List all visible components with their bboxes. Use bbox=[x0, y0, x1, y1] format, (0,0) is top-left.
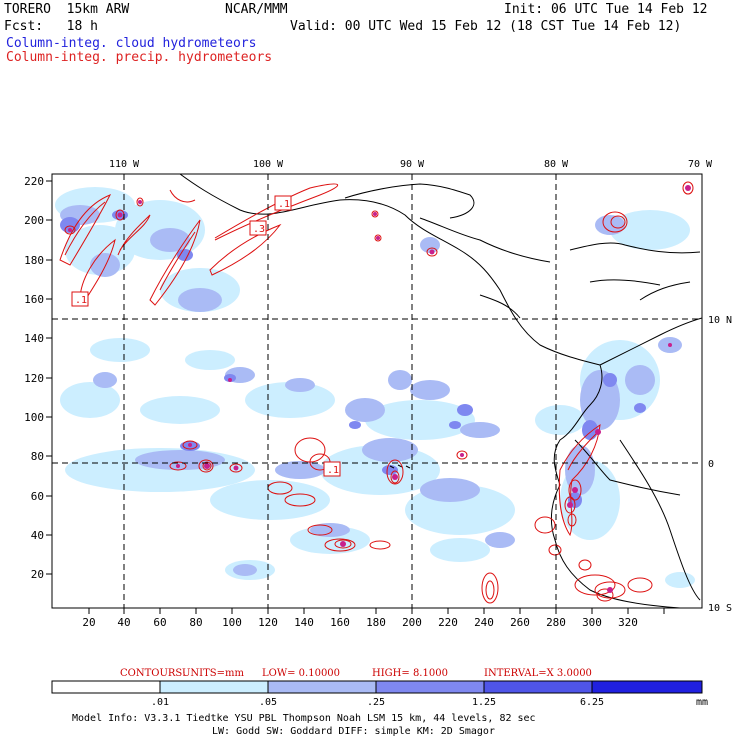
model-info-line2: LW: Godd SW: Goddard DIFF: simple KM: 2D… bbox=[212, 726, 495, 737]
field-precip-label: Column-integ. precip. hydrometeors bbox=[6, 50, 273, 65]
precip-contours bbox=[59, 181, 694, 604]
x-tick-label: 100 bbox=[222, 616, 242, 629]
y-axis-labels: 220 200 180 160 140 120 100 80 60 40 20 bbox=[24, 175, 44, 581]
field-cloud-label: Column-integ. cloud hydrometeors bbox=[6, 36, 257, 51]
contour-label: .1 bbox=[75, 295, 87, 306]
x-tick-label: 40 bbox=[117, 616, 130, 629]
x-tick-label: 20 bbox=[82, 616, 95, 629]
lon-label: 70 W bbox=[688, 159, 713, 170]
graticule bbox=[52, 174, 702, 608]
y-tick-label: 60 bbox=[31, 490, 44, 503]
colorbar-level: 6.25 bbox=[580, 697, 604, 708]
colorbar bbox=[51, 680, 703, 694]
right-lat-labels: 10 N 0 10 S bbox=[708, 315, 732, 614]
x-tick-label: 180 bbox=[366, 616, 386, 629]
footer: Model Info: V3.3.1 Tiedtke YSU PBL Thomp… bbox=[72, 713, 536, 737]
forecast-hour: Fcst: 18 h bbox=[4, 19, 98, 34]
y-tick-label: 180 bbox=[24, 254, 44, 267]
lat-label: 10 S bbox=[708, 603, 732, 614]
colorbar-level: .05 bbox=[259, 697, 277, 708]
lon-label: 90 W bbox=[400, 159, 425, 170]
x-tick-label: 280 bbox=[546, 616, 566, 629]
x-tick-label: 160 bbox=[330, 616, 350, 629]
x-tick-label: 60 bbox=[153, 616, 166, 629]
contour-label: .3 bbox=[253, 224, 265, 235]
y-tick-label: 40 bbox=[31, 529, 44, 542]
coastlines bbox=[179, 174, 702, 608]
x-tick-label: 240 bbox=[474, 616, 494, 629]
x-tick-label: 300 bbox=[582, 616, 602, 629]
contour-label: .1 bbox=[327, 465, 339, 476]
y-tick-label: 100 bbox=[24, 411, 44, 424]
lon-label: 100 W bbox=[253, 159, 284, 170]
contour-info-low: LOW= 0.10000 bbox=[262, 668, 340, 679]
x-tick-label: 320 bbox=[618, 616, 638, 629]
y-tick-label: 20 bbox=[31, 568, 44, 581]
colorbar-level: .01 bbox=[151, 697, 169, 708]
model-info-line1: Model Info: V3.3.1 Tiedtke YSU PBL Thomp… bbox=[72, 713, 536, 724]
contour-info-interval: INTERVAL=X 3.0000 bbox=[484, 668, 592, 679]
contour-label-boxes bbox=[71, 195, 341, 477]
y-ticks bbox=[46, 180, 52, 575]
y-tick-label: 160 bbox=[24, 293, 44, 306]
y-tick-label: 140 bbox=[24, 332, 44, 345]
contour-label-texts: .1 .3 .1 .1 bbox=[75, 199, 339, 476]
x-tick-label: 260 bbox=[510, 616, 530, 629]
y-tick-label: 80 bbox=[31, 450, 44, 463]
x-tick-label: 200 bbox=[402, 616, 422, 629]
x-tick-label: 220 bbox=[438, 616, 458, 629]
contour-label: .1 bbox=[278, 199, 290, 210]
model-title: TORERO 15km ARW bbox=[4, 2, 130, 17]
y-tick-label: 200 bbox=[24, 214, 44, 227]
lat-label: 0 bbox=[708, 459, 714, 470]
y-tick-label: 220 bbox=[24, 175, 44, 188]
x-axis-labels: 20 40 60 80 100 120 140 160 180 200 220 … bbox=[82, 616, 638, 629]
init-time: Init: 06 UTC Tue 14 Feb 12 bbox=[504, 2, 708, 17]
map-frame bbox=[51, 173, 703, 609]
contour-info-units: UNITS=mm bbox=[182, 668, 245, 679]
colorbar-level: .25 bbox=[367, 697, 385, 708]
lon-label: 80 W bbox=[544, 159, 569, 170]
org-label: NCAR/MMM bbox=[225, 2, 288, 17]
top-lon-labels: 110 W 100 W 90 W 80 W 70 W bbox=[109, 159, 713, 170]
contour-info: CONTOURS: UNITS=mm LOW= 0.10000 HIGH= 8.… bbox=[120, 668, 592, 679]
y-tick-label: 120 bbox=[24, 372, 44, 385]
x-tick-label: 120 bbox=[258, 616, 278, 629]
colorbar-labels: .01 .05 .25 1.25 6.25 mm bbox=[151, 697, 708, 708]
contour-info-high: HIGH= 8.1000 bbox=[372, 668, 448, 679]
lon-label: 110 W bbox=[109, 159, 140, 170]
x-ticks bbox=[88, 608, 665, 614]
colorbar-unit: mm bbox=[696, 697, 708, 708]
x-tick-label: 140 bbox=[294, 616, 314, 629]
contour-info-contours: CONTOURS: bbox=[120, 668, 186, 679]
precip-cores bbox=[68, 185, 691, 593]
lat-label: 10 N bbox=[708, 315, 732, 326]
valid-time: Valid: 00 UTC Wed 15 Feb 12 (18 CST Tue … bbox=[290, 19, 682, 34]
x-tick-label: 80 bbox=[189, 616, 202, 629]
colorbar-level: 1.25 bbox=[472, 697, 496, 708]
cloud-hydrometeor-shading bbox=[55, 187, 695, 588]
